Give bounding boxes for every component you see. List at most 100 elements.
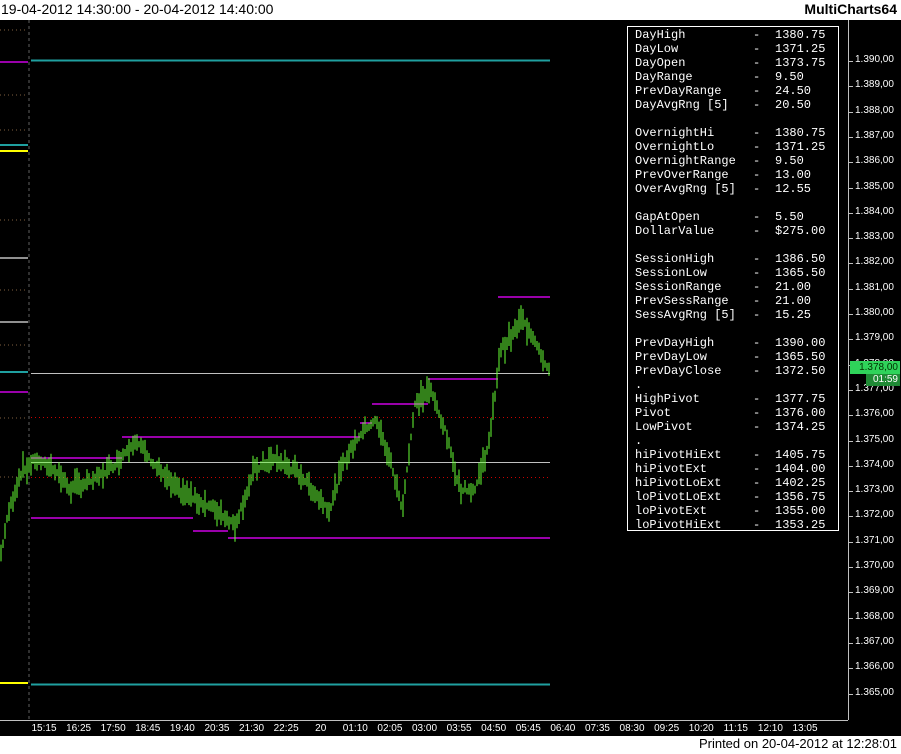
stat-value: 1404.00 — [775, 462, 826, 476]
stat-label: . — [635, 378, 643, 392]
price-tick-label: 1.375,00 — [855, 433, 894, 445]
price-tick-mark — [849, 668, 853, 670]
stat-value: 1377.75 — [775, 392, 826, 406]
stat-separator: - — [753, 70, 761, 84]
time-tick-label: 04:50 — [481, 723, 507, 734]
stat-label: OvernightRange — [635, 154, 736, 168]
price-tick-label: 1.368,00 — [855, 610, 894, 622]
stat-separator: - — [753, 462, 761, 476]
price-tick-label: 1.379,00 — [855, 332, 894, 344]
stat-label: loPivotHiExt — [635, 518, 722, 532]
price-tick-mark — [849, 465, 853, 467]
stat-value: 1365.50 — [775, 266, 826, 280]
stat-separator: - — [753, 336, 761, 350]
stat-label: PrevDayHigh — [635, 336, 715, 350]
stat-separator: - — [753, 154, 761, 168]
price-tick-mark — [849, 516, 853, 518]
time-tick-label: 07:35 — [584, 723, 610, 734]
time-axis[interactable]: 15:15 16:25 17:50 18:45 19:40 20:35 21:30 22:25… — [0, 720, 848, 736]
price-tick-mark — [849, 61, 853, 62]
time-tick-label: 11:15 — [723, 723, 748, 734]
price-tick-label: 1.383,00 — [855, 231, 894, 243]
stat-separator: - — [753, 28, 761, 42]
price-tick-mark — [849, 440, 853, 442]
time-tick-label: 17:50 — [100, 723, 126, 734]
price-tick-mark — [849, 187, 853, 189]
stat-separator: - — [753, 504, 761, 518]
price-tick-label: 1.377,00 — [855, 382, 894, 394]
stat-separator: - — [753, 518, 761, 532]
stat-label: SessAvgRng [5] — [635, 308, 736, 322]
stat-label: . — [635, 434, 643, 448]
stat-separator: - — [753, 98, 761, 112]
stat-separator: - — [753, 392, 761, 406]
stat-label: SessionLow — [635, 266, 708, 280]
stat-label: PrevDayClose — [635, 364, 722, 378]
stat-label: hiPivotExt — [635, 462, 708, 476]
stat-value: 1372.50 — [775, 364, 826, 378]
price-tick-mark — [849, 288, 853, 290]
stat-label: DayLow — [635, 42, 679, 56]
stat-separator: - — [753, 168, 761, 182]
price-tick-mark — [849, 86, 853, 88]
stat-label: PrevDayLow — [635, 350, 708, 364]
time-tick-label: 20:35 — [204, 723, 230, 734]
stat-label: loPivotLoExt — [635, 490, 722, 504]
price-chart-canvas — [0, 20, 550, 720]
stat-value: 1356.75 — [775, 490, 826, 504]
stat-value: $275.00 — [775, 224, 826, 238]
current-price-tag: 1.378,00 — [850, 361, 900, 374]
stat-separator: - — [753, 126, 761, 140]
price-tick-label: 1.367,00 — [855, 635, 894, 647]
price-tick-label: 1.373,00 — [855, 484, 894, 496]
stat-separator: - — [753, 364, 761, 378]
time-tick-label: 10:20 — [688, 723, 714, 734]
price-tick-label: 1.388,00 — [855, 104, 894, 116]
time-tick-label: 21:30 — [239, 723, 265, 734]
price-tick-label: 1.389,00 — [855, 79, 894, 91]
stat-label: SessionHigh — [635, 252, 715, 266]
price-tick-mark — [849, 567, 853, 568]
stat-value: 1371.25 — [775, 140, 826, 154]
time-tick-label: 09:25 — [654, 723, 680, 734]
stat-separator: - — [753, 140, 761, 154]
time-tick-label: 19:40 — [169, 723, 195, 734]
stat-separator: - — [753, 308, 761, 322]
stat-value: 21.00 — [775, 294, 812, 308]
stat-value: 1405.75 — [775, 448, 826, 462]
price-tick-mark — [849, 389, 853, 391]
stat-separator: - — [753, 490, 761, 504]
stat-value: 20.50 — [775, 98, 812, 112]
stat-label: OverAvgRng [5] — [635, 182, 736, 196]
price-chart-plot[interactable]: DayHigh -1380.75 DayLow -1371.25 DayOpen -137… — [0, 20, 848, 720]
price-tick-mark — [849, 263, 853, 265]
stat-separator: - — [753, 224, 761, 238]
stat-label: PrevSessRange — [635, 294, 729, 308]
time-tick-label: 12:10 — [757, 723, 783, 734]
time-tick-label: 05:45 — [515, 723, 541, 734]
stat-separator: - — [753, 56, 761, 70]
stat-separator: - — [753, 210, 761, 224]
time-tick-label: 03:55 — [446, 723, 472, 734]
stat-separator: - — [753, 448, 761, 462]
price-tick-mark — [849, 642, 853, 644]
stat-separator: - — [753, 280, 761, 294]
stat-value: 9.50 — [775, 70, 804, 84]
stat-value: 1376.00 — [775, 406, 826, 420]
time-tick-label: 02:05 — [377, 723, 403, 734]
stat-value: 1365.50 — [775, 350, 826, 364]
price-tick-label: 1.365,00 — [855, 686, 894, 698]
stat-label: hiPivotHiExt — [635, 448, 722, 462]
stat-label: SessionRange — [635, 280, 722, 294]
stat-label: DayOpen — [635, 56, 686, 70]
stat-value: 24.50 — [775, 84, 812, 98]
stat-label: DollarValue — [635, 224, 715, 238]
price-tick-mark — [849, 111, 853, 113]
stat-label: Pivot — [635, 406, 672, 420]
stat-value: 1355.00 — [775, 504, 826, 518]
time-tick-label: 20 — [315, 723, 327, 734]
time-tick-label: 22:25 — [273, 723, 299, 734]
stat-label: HighPivot — [635, 392, 700, 406]
price-tick-label: 1.386,00 — [855, 155, 894, 167]
price-tick-label: 1.385,00 — [855, 180, 894, 192]
